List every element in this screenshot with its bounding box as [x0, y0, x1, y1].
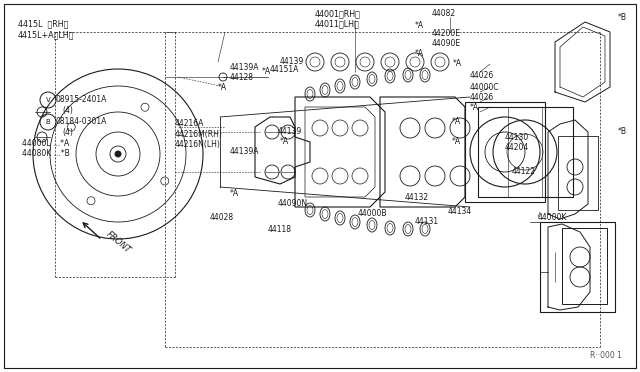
- Bar: [465, 102, 545, 202]
- Text: 44080K ...*B: 44080K ...*B: [22, 150, 70, 158]
- Text: 44139: 44139: [280, 58, 304, 67]
- Text: 44139A: 44139A: [230, 148, 259, 157]
- Text: 44130: 44130: [505, 132, 529, 141]
- Text: *A: *A: [280, 138, 289, 147]
- Text: (4): (4): [62, 106, 73, 115]
- Text: V: V: [45, 97, 51, 103]
- Text: 44011〈LH〉: 44011〈LH〉: [315, 19, 360, 29]
- Text: 4415L+A〈LH〉: 4415L+A〈LH〉: [18, 31, 74, 39]
- Text: R··000 1: R··000 1: [590, 351, 622, 360]
- Text: 44000C: 44000C: [470, 83, 500, 92]
- Text: 44082: 44082: [432, 10, 456, 19]
- Text: 44001〈RH〉: 44001〈RH〉: [315, 10, 361, 19]
- Text: 44134: 44134: [448, 208, 472, 217]
- Text: 44216M(RH): 44216M(RH): [175, 129, 223, 138]
- Text: *A: *A: [230, 189, 239, 199]
- Text: 44026: 44026: [470, 93, 494, 102]
- Text: 08915-2401A: 08915-2401A: [55, 96, 106, 105]
- Text: *A: *A: [452, 138, 461, 147]
- Circle shape: [115, 151, 121, 157]
- Text: 44216N(LH): 44216N(LH): [175, 140, 221, 148]
- Text: FRONT: FRONT: [104, 229, 132, 255]
- Text: 44122: 44122: [512, 167, 536, 176]
- Text: 44090N: 44090N: [278, 199, 308, 208]
- Bar: [540, 222, 615, 312]
- Text: 08184-0301A: 08184-0301A: [55, 118, 106, 126]
- Text: *A: *A: [218, 83, 227, 92]
- Text: 44000K: 44000K: [538, 212, 568, 221]
- Text: 44118: 44118: [268, 224, 292, 234]
- Text: (4): (4): [62, 128, 73, 138]
- Text: 44139A: 44139A: [230, 62, 259, 71]
- Text: *B: *B: [618, 13, 627, 22]
- Text: 44216A: 44216A: [175, 119, 204, 128]
- Text: 44000L ...*A: 44000L ...*A: [22, 140, 69, 148]
- Text: 44090E: 44090E: [432, 39, 461, 48]
- Text: B: B: [45, 119, 51, 125]
- Text: 44200E: 44200E: [432, 29, 461, 38]
- Bar: [562, 228, 607, 304]
- Text: 44131: 44131: [415, 218, 439, 227]
- Text: *A: *A: [262, 67, 271, 77]
- Text: 44128: 44128: [230, 74, 254, 83]
- Text: 44151A: 44151A: [270, 64, 300, 74]
- Bar: [558, 136, 598, 210]
- Bar: [478, 107, 573, 197]
- Text: 44139: 44139: [278, 128, 302, 137]
- Text: *A: *A: [452, 118, 461, 126]
- Text: *A: *A: [415, 49, 424, 58]
- Text: 44204: 44204: [505, 144, 529, 153]
- Text: *A: *A: [453, 60, 462, 68]
- Text: *A: *A: [470, 103, 479, 112]
- Text: 44028: 44028: [210, 212, 234, 221]
- Text: 44026: 44026: [470, 71, 494, 80]
- Text: *A: *A: [415, 20, 424, 29]
- Text: *B: *B: [618, 128, 627, 137]
- Text: 44132: 44132: [405, 192, 429, 202]
- Text: 44000B: 44000B: [358, 209, 387, 218]
- Text: 4415L  〈RH〉: 4415L 〈RH〉: [18, 19, 68, 29]
